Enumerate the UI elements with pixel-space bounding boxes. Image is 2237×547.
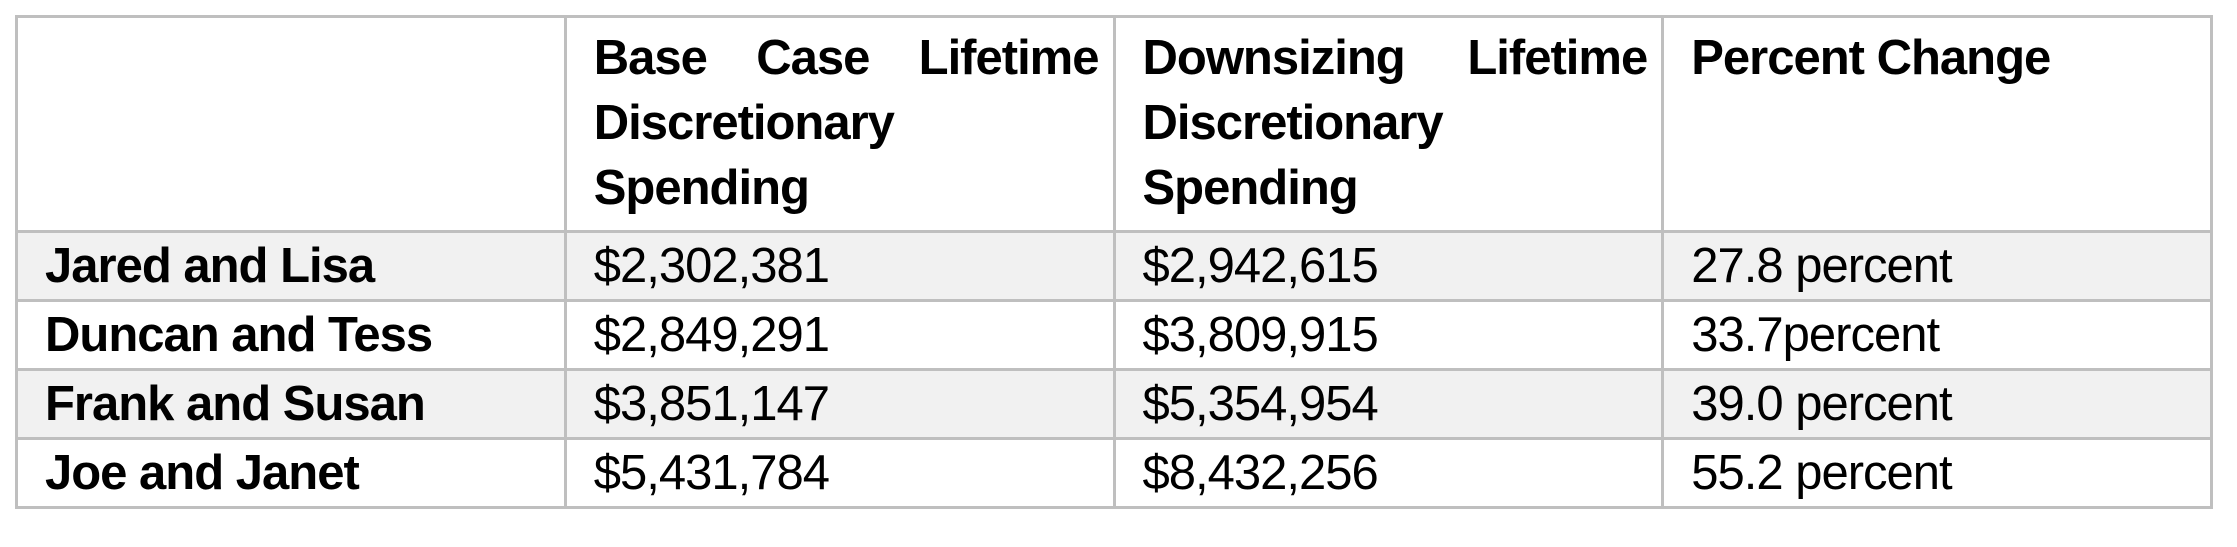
base-case-cell: $5,431,784 xyxy=(563,437,1116,509)
row-label-cell: Joe and Janet xyxy=(15,437,567,509)
row-label-cell: Frank and Susan xyxy=(15,368,567,440)
percent-change-cell: 39.0 percent xyxy=(1661,368,2213,440)
downsizing-cell: $8,432,256 xyxy=(1112,437,1665,509)
base-case-cell: $2,849,291 xyxy=(563,299,1116,371)
percent-change-cell: 33.7percent xyxy=(1661,299,2213,371)
base-case-cell: $3,851,147 xyxy=(563,368,1116,440)
header-cell-empty xyxy=(15,15,567,233)
table-header: Base Case Lifetime Discretionary Spendin… xyxy=(15,15,2213,233)
header-cell-downsizing: Downsizing Lifetime Discretionary Spendi… xyxy=(1112,15,1665,233)
base-case-cell: $2,302,381 xyxy=(563,230,1116,302)
header-cell-base-case: Base Case Lifetime Discretionary Spendin… xyxy=(563,15,1116,233)
percent-change-cell: 55.2 percent xyxy=(1661,437,2213,509)
table-row: Jared and Lisa $2,302,381 $2,942,615 27.… xyxy=(15,230,2213,302)
row-label-cell: Duncan and Tess xyxy=(15,299,567,371)
header-cell-percent-change: Percent Change xyxy=(1661,15,2213,233)
downsizing-cell: $2,942,615 xyxy=(1112,230,1665,302)
table-row: Frank and Susan $3,851,147 $5,354,954 39… xyxy=(15,368,2213,440)
row-label-cell: Jared and Lisa xyxy=(15,230,567,302)
downsizing-cell: $3,809,915 xyxy=(1112,299,1665,371)
spending-comparison-table: Base Case Lifetime Discretionary Spendin… xyxy=(15,15,2213,509)
table-row: Joe and Janet $5,431,784 $8,432,256 55.2… xyxy=(15,437,2213,509)
spending-comparison-table-wrap: Base Case Lifetime Discretionary Spendin… xyxy=(15,15,2213,509)
percent-change-cell: 27.8 percent xyxy=(1661,230,2213,302)
downsizing-cell: $5,354,954 xyxy=(1112,368,1665,440)
table-row: Duncan and Tess $2,849,291 $3,809,915 33… xyxy=(15,299,2213,371)
header-row: Base Case Lifetime Discretionary Spendin… xyxy=(15,15,2213,233)
table-body: Jared and Lisa $2,302,381 $2,942,615 27.… xyxy=(15,230,2213,509)
